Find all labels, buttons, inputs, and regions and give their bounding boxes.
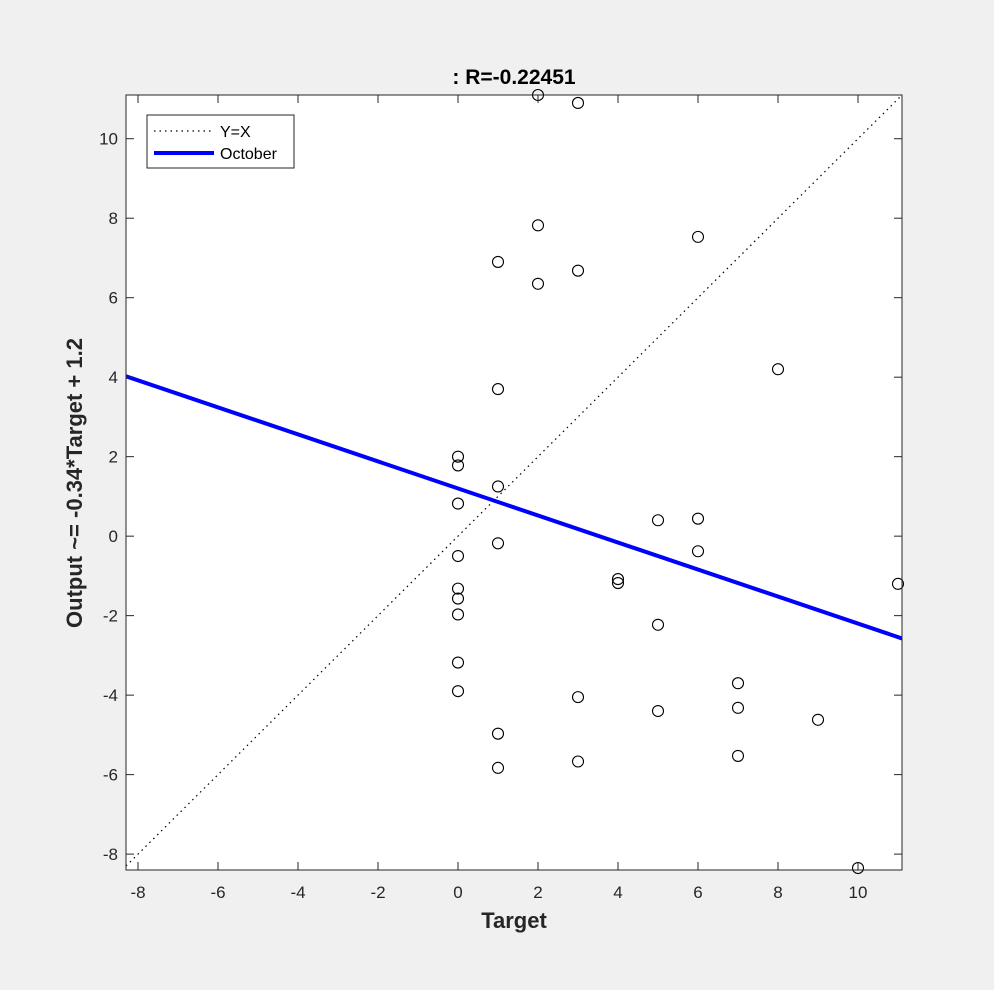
data-point [491,727,505,740]
data-point [731,677,745,690]
x-tick-label: 2 [533,883,542,902]
x-tick-label: 6 [693,883,702,902]
data-point [651,514,665,527]
y-tick-label: -8 [103,845,118,864]
data-point [531,277,545,290]
axes: -8 -6 -4 -2 0 2 4 6 8 10 -8 -6 -4 -2 0 2 4 6 8 10 [99,94,903,902]
data-point [451,549,465,563]
plot-area [126,95,902,870]
data-point [491,480,505,493]
y-tick-label: 10 [99,130,118,149]
data-point [451,608,465,621]
series-line-y-x [126,95,902,867]
data-point [651,618,665,631]
legend-label-yx: Y=X [220,124,251,141]
data-point [451,582,465,595]
data-point [451,497,465,510]
legend: Y=X October [146,114,295,169]
y-axis-title: Output ~= -0.34*Target + 1.2 [62,338,87,628]
x-tick-label: -4 [290,883,305,902]
data-point [451,450,465,463]
data-point [451,656,465,669]
data-point [451,459,465,472]
data-point [611,577,625,590]
data-point [651,704,665,718]
data-point [891,577,905,590]
legend-label-october: October [220,146,278,163]
y-tick-label: -2 [103,607,118,626]
data-point [691,545,705,558]
y-tick-label: 8 [109,209,118,228]
data-point [691,230,705,243]
data-point [491,761,505,774]
y-tick-label: -4 [103,686,118,705]
data-points [451,88,905,875]
x-axis-title: Target [481,908,547,933]
x-tick-label: -2 [370,883,385,902]
data-point [451,592,465,605]
data-point [451,685,465,698]
x-tick-label: 4 [613,883,622,902]
data-point [571,96,585,109]
data-point [491,537,505,550]
data-point [571,264,585,277]
x-tick-label: -8 [130,883,145,902]
x-tick-label: 8 [773,883,782,902]
chart-title: : R=-0.22451 [452,66,575,89]
data-point [571,691,585,704]
fit-lines [126,95,902,867]
y-tick-label: 6 [109,289,118,308]
data-point [691,512,705,525]
axes-frame [125,94,903,871]
legend-box [146,114,295,169]
x-tick-label: 10 [849,883,868,902]
x-tick-label: -6 [210,883,225,902]
data-point [491,255,505,268]
data-point [731,701,745,714]
data-point [811,713,825,726]
y-tick-label: -6 [103,766,118,785]
data-point [491,383,505,396]
data-point [571,755,585,768]
x-tick-label: 0 [453,883,462,902]
series-line-october [126,374,902,641]
y-tick-label: 2 [109,448,118,467]
data-point [531,219,545,232]
data-point [771,363,785,376]
y-tick-label: 0 [109,527,118,546]
y-tick-label: 4 [109,368,118,387]
data-point [731,749,745,762]
data-point [611,573,625,586]
